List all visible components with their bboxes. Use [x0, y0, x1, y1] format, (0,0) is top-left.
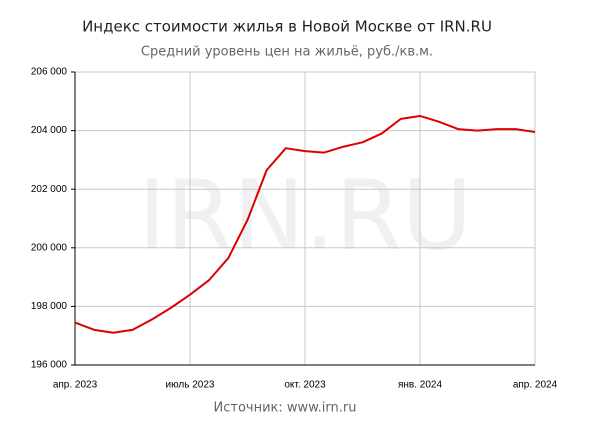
y-tick-label: 200 000 [31, 242, 68, 253]
y-tick-label: 206 000 [31, 67, 68, 78]
x-tick-label: апр. 2024 [513, 380, 558, 391]
y-tick-label: 204 000 [31, 125, 68, 136]
y-tick-label: 198 000 [31, 301, 68, 312]
x-tick-label: июль 2023 [166, 380, 215, 391]
x-tick-label: апр. 2023 [53, 380, 98, 391]
chart-title: Индекс стоимости жилья в Новой Москве от… [82, 18, 492, 36]
data-line [74, 114, 536, 334]
y-tick-label: 196 000 [31, 360, 68, 371]
chart-subtitle: Средний уровень цен на жильё, руб./кв.м. [141, 45, 433, 60]
y-tick-label: 202 000 [31, 184, 68, 195]
x-tick-label: янв. 2024 [398, 380, 442, 391]
x-tick-label: окт. 2023 [284, 380, 326, 391]
source-note: Источник: www.irn.ru [214, 401, 357, 416]
